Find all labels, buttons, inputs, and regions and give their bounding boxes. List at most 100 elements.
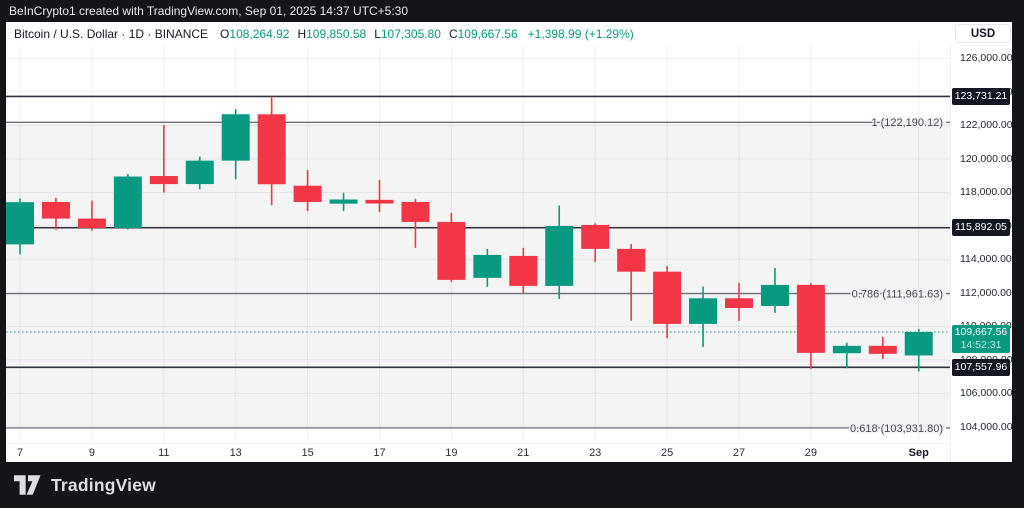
candle-aug-26	[689, 286, 718, 348]
time-axis-label: 7	[16, 447, 24, 459]
candle-body	[545, 225, 574, 286]
ohlc-low: L107,305.80	[374, 26, 441, 41]
candle-aug-14	[257, 96, 286, 206]
time-axis-label: Sep	[908, 447, 929, 459]
candle-body	[221, 114, 250, 161]
candle-aug-12	[185, 156, 214, 190]
price-axis-label: 106,000.00	[960, 387, 1013, 400]
candle-body	[185, 160, 214, 185]
ohlc-high: H109,850.58	[297, 26, 367, 41]
fib-label: 1 (122,190.12)	[871, 117, 943, 129]
price-line-badge: 123,731.21	[952, 87, 1010, 105]
candle-body	[653, 271, 682, 324]
candlestick-chart[interactable]: 1 (122,190.12) 0.786 (111,961.63) 0.618 (1…	[6, 45, 950, 443]
candle-body	[725, 298, 753, 308]
price-axis[interactable]: 126,000.00124,000.00122,000.00120,000.00…	[950, 45, 1013, 462]
candle-body	[832, 345, 861, 354]
candle-aug-18	[401, 198, 430, 248]
candle-body	[329, 199, 358, 204]
fib-label: 0.618 (103,931.80)	[850, 423, 943, 435]
symbol-header: Bitcoin / U.S. Dollar · 1D · BINANCE O10…	[6, 22, 950, 45]
chart-panel: Bitcoin / U.S. Dollar · 1D · BINANCE O10…	[6, 22, 1013, 462]
currency-toggle[interactable]: USD	[955, 24, 1011, 43]
price-axis-label: 104,000.00	[960, 420, 1013, 433]
candle-aug-31	[868, 336, 897, 359]
candle-aug-28	[760, 267, 789, 313]
candle-aug-17	[365, 179, 394, 213]
price-change: +1,398.99 (+1.29%)	[527, 26, 634, 41]
footer-bar: TradingView	[0, 462, 1024, 508]
candle-aug-10	[113, 174, 142, 230]
candle-aug-23	[581, 223, 610, 262]
candle-body	[437, 221, 466, 280]
candle-aug-25	[653, 265, 682, 339]
candle-aug-22	[545, 205, 574, 299]
price-line-badge: 107,557.96	[952, 358, 1010, 376]
candle-body	[509, 255, 538, 286]
candle-body	[473, 254, 502, 278]
time-axis-label: 15	[301, 447, 314, 459]
ohlc-close: C109,667.56	[448, 26, 518, 41]
candle-aug-30	[832, 342, 861, 369]
time-axis-label: 17	[373, 447, 386, 459]
candle-body	[760, 284, 789, 306]
candle-body	[149, 176, 178, 185]
candle-aug-20	[473, 248, 502, 287]
time-axis-label: 13	[229, 447, 242, 459]
bar-countdown: 14:52:31	[960, 338, 1002, 351]
price-axis-label: 120,000.00	[960, 152, 1013, 165]
candle-body	[868, 345, 897, 354]
time-axis-label: 25	[660, 447, 674, 459]
candle-aug-21	[509, 247, 538, 293]
candle-body	[6, 202, 34, 245]
price-axis-label: 112,000.00	[960, 286, 1012, 299]
candle-body	[617, 248, 646, 272]
candle-body	[77, 218, 106, 228]
candle-body	[904, 331, 933, 356]
price-axis-label: 118,000.00	[960, 186, 1012, 199]
price-line-badge: 115,892.05	[952, 219, 1010, 237]
candle-body	[689, 298, 718, 324]
candle-aug-9	[77, 200, 106, 231]
candle-aug-27	[725, 282, 753, 321]
tradingview-wordmark[interactable]: TradingView	[51, 474, 156, 495]
price-axis-label: 122,000.00	[960, 119, 1013, 132]
candle-aug-24	[617, 244, 646, 321]
time-axis-label: 9	[88, 447, 95, 459]
candle-aug-11	[149, 124, 178, 193]
candle-aug-13	[221, 109, 250, 180]
tradingview-logo[interactable]	[14, 475, 42, 495]
candle-body	[581, 224, 610, 249]
candle-aug-29	[796, 282, 825, 369]
candle-aug-15	[293, 170, 322, 212]
candle-body	[41, 202, 70, 219]
candle-body	[113, 176, 142, 228]
candle-aug-16	[329, 192, 358, 212]
ohlc-open: O108,264.92	[220, 26, 290, 41]
price-axis-label: 126,000.00	[960, 52, 1013, 65]
current-price-value: 109,667.56	[954, 325, 1008, 338]
candle-body	[293, 185, 322, 203]
time-axis-label: 27	[732, 447, 746, 459]
time-axis-label: 29	[804, 447, 818, 459]
fib-label: 0.786 (111,961.63)	[852, 288, 943, 300]
candle-aug-8	[41, 197, 70, 230]
attribution-bar: BeInCrypto1 created with TradingView.com…	[0, 0, 1024, 22]
price-axis-label: 114,000.00	[960, 253, 1012, 266]
candle-body	[365, 199, 394, 204]
time-axis-label: 21	[517, 447, 530, 459]
candle-body	[257, 114, 286, 185]
time-axis-label: 11	[158, 447, 170, 459]
candle-aug-7	[6, 198, 34, 255]
time-axis[interactable]: 7 9 11 13 15 17 19 21 23 25 27 29 Sep	[6, 443, 950, 462]
candle-aug-19	[437, 212, 466, 282]
attribution-text: BeInCrypto1 created with TradingView.com…	[9, 4, 409, 18]
candle-body	[796, 284, 825, 353]
current-price-badge: 109,667.56 14:52:31	[952, 324, 1010, 353]
symbol-title: Bitcoin / U.S. Dollar · 1D · BINANCE	[14, 26, 209, 41]
candle-sep-1	[904, 328, 933, 372]
candle-body	[401, 202, 430, 222]
time-axis-label: 19	[445, 447, 458, 459]
time-axis-label: 23	[589, 447, 602, 459]
